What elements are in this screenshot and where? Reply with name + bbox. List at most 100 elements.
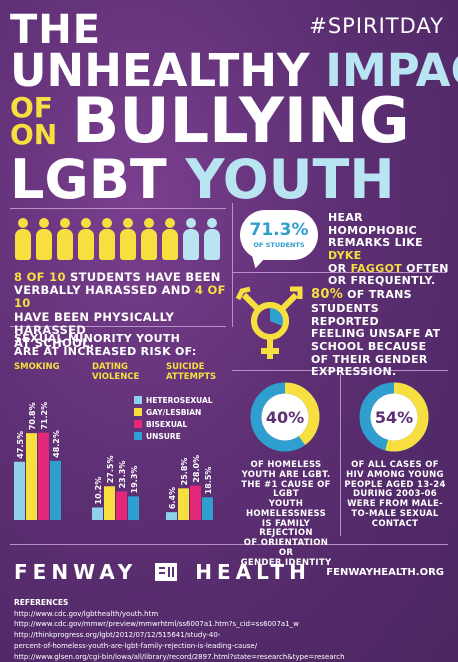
fenway-url: FENWAYHEALTH.ORG (326, 567, 444, 578)
title-word-unhealthy: UNHEALTHY (10, 44, 310, 97)
homeless-text: OF HOMELESS YOUTH ARE LGBT. THE #1 CAUSE O… (236, 460, 336, 568)
legend-label: HETEROSEXUAL (146, 396, 213, 405)
donut-center (370, 393, 418, 441)
title-word-youth: YOUTH (185, 148, 395, 211)
person-icon (119, 218, 137, 260)
data-label: 25.8% (180, 458, 189, 486)
text-line: GENDER IDENTITY (240, 557, 332, 568)
data-label: 27.5% (106, 456, 115, 484)
category-label: SUICIDE (166, 362, 205, 372)
speech-bubble-icon: 71.3% OF STUDENTS (240, 210, 318, 260)
bar (38, 432, 49, 520)
data-label: 10.2% (94, 477, 103, 505)
title-word-lgbt: LGBT (10, 148, 167, 211)
students-figures (14, 218, 224, 264)
divider (232, 203, 233, 327)
bar (50, 460, 61, 520)
legend-swatch (134, 396, 142, 404)
harassment-text: 8 OF 10 STUDENTS HAVE BEEN VERBALLY HARA… (14, 270, 226, 351)
risk-heading: SEXUAL MINORITY YOUTH ARE AT INCREASED R… (14, 332, 197, 358)
legend-swatch (134, 420, 142, 428)
bar (116, 491, 127, 520)
fenway-logo-mark-icon (155, 563, 178, 581)
bar (104, 486, 115, 520)
data-label: 28.0% (192, 455, 201, 483)
transgender-symbol-icon (235, 286, 303, 359)
title-line-4: LGBT YOUTH (10, 153, 395, 207)
references: REFERENCES http://www.cdc.gov/lgbthealth… (14, 598, 345, 661)
reference-link[interactable]: http://www.cdc.gov/mmwr/preview/mmwrhtml… (14, 620, 299, 629)
data-label: 19.3% (130, 466, 139, 494)
title-word-bullying: BULLYING (72, 84, 410, 157)
text-line: HIV AMONG YOUNG (346, 469, 444, 480)
donut-percent: 54% (375, 408, 413, 427)
legend-label: UNSURE (146, 432, 181, 441)
donut-percent: 40% (266, 408, 304, 427)
divider (340, 374, 341, 536)
bar (14, 461, 25, 520)
category-label: DATING (92, 362, 128, 372)
data-label: 71.2% (40, 402, 49, 430)
bar (128, 496, 139, 520)
reference-link[interactable]: http://www.glsen.org/cgi-bin/iowa/all/li… (14, 653, 345, 661)
hiv-text: OF ALL CASES OF HIV AMONG YOUNG PEOPLE AGE… (344, 460, 446, 529)
reference-link[interactable]: http://thinkprogress.org/lgbt/2012/07/12… (14, 631, 221, 640)
text-line: OF HOMELESS (250, 460, 322, 470)
text-line: OF ORIENTATION OR (243, 538, 329, 558)
data-label: 70.8% (28, 402, 37, 430)
risk-bar-chart: SMOKING 47.5%70.8% 71.2%48.2% DATINGVIOLENC… (14, 362, 216, 520)
donut-segment (359, 382, 429, 452)
text-line: YOUTH HOMELESSNESS (245, 499, 327, 519)
homophobic-percent: 71.3% (249, 220, 309, 240)
data-label: 48.2% (52, 430, 61, 458)
bar (92, 507, 103, 520)
text-line: YOUTH ARE LGBT. (241, 469, 331, 480)
text-line: CONTACT (371, 518, 419, 529)
category-label: VIOLENCE (92, 372, 140, 382)
data-label: 47.5% (16, 431, 25, 459)
divider (10, 544, 448, 545)
title-line-1: THE (10, 7, 102, 53)
person-icon (35, 218, 53, 260)
text-line: PEOPLE AGED 13-24 (344, 479, 446, 490)
homeless-donut-chart: 40% (250, 382, 320, 452)
homophobic-sub: OF STUDENTS (253, 241, 305, 249)
reference-link[interactable]: http://www.cdc.gov/lgbthealth/youth.htm (14, 609, 159, 618)
data-label: 18.5% (204, 467, 213, 495)
data-label: 6.4% (168, 487, 177, 509)
bar (166, 512, 177, 520)
bar (190, 485, 201, 520)
legend-swatch (134, 408, 142, 416)
data-label: 23.3% (118, 461, 127, 489)
legend-label: BISEXUAL (146, 420, 187, 429)
divider (10, 208, 226, 209)
person-icon (161, 218, 179, 260)
text-line: IS FAMILY REJECTION (259, 518, 313, 539)
hiv-donut-chart: 54% (359, 382, 429, 452)
person-icon (56, 218, 74, 260)
category-label: SMOKING (14, 362, 60, 372)
donut-segment (250, 382, 320, 452)
person-icon (98, 218, 116, 260)
bar (178, 488, 189, 520)
text-line: OF ALL CASES OF (351, 460, 439, 470)
donut-center (261, 393, 309, 441)
bar (26, 433, 37, 520)
person-icon (203, 218, 221, 260)
person-icon (140, 218, 158, 260)
fenway-health-logo: FENWAY HEALTH (14, 560, 311, 584)
title-line-2: UNHEALTHY IMPACT (10, 48, 458, 93)
legend-swatch (134, 432, 142, 440)
legend-label: GAY/LESBIAN (146, 408, 201, 417)
text-line: DURING 2003-06 (353, 489, 437, 500)
hashtag: #SPIRITDAY (309, 14, 444, 38)
trans-text: 80% OF TRANS STUDENTS REPORTED FEELING U… (311, 287, 441, 379)
text-line: TO-MALE SEXUAL (351, 508, 439, 519)
divider (233, 272, 447, 273)
person-icon (77, 218, 95, 260)
divider (10, 326, 226, 327)
title-word-impact: IMPACT (325, 44, 458, 97)
reference-link[interactable]: percent-of-homeless-youth-are-lgbt-famil… (14, 642, 258, 651)
homophobic-text: HEAR HOMOPHOBIC REMARKS LIKE DYKE OR FAG… (328, 211, 449, 288)
